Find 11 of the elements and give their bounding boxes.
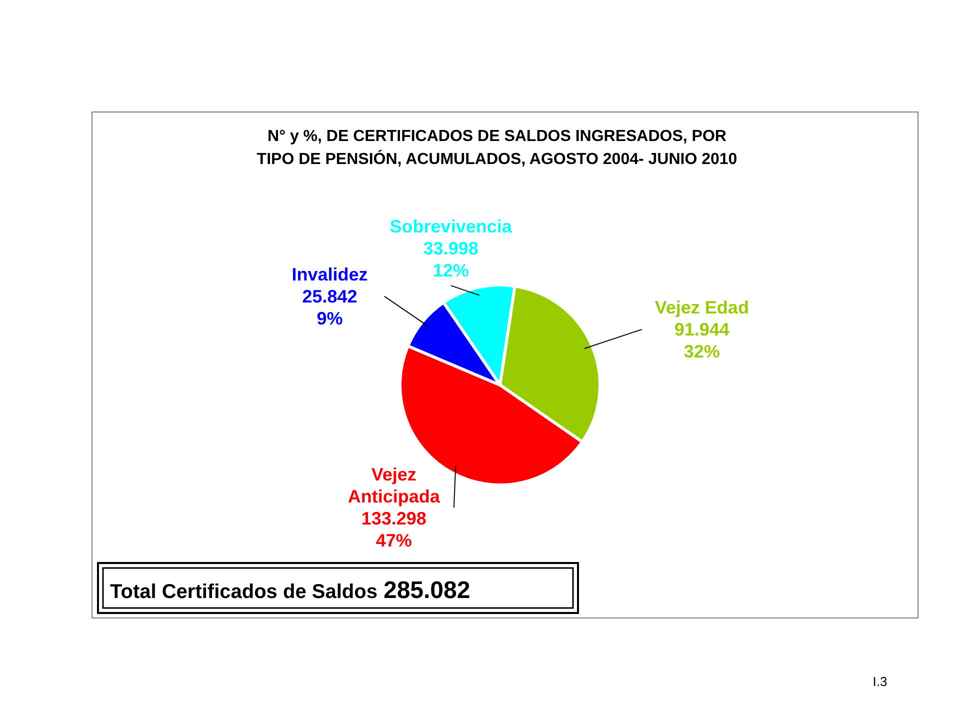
slice-label: Vejez Edad bbox=[654, 297, 749, 318]
data-label: 25.842 9% bbox=[302, 286, 358, 328]
slice-label: Vejez Anticipada bbox=[348, 464, 441, 507]
data-label: 133.298 47% bbox=[361, 508, 426, 551]
slice-label: Invalidez bbox=[292, 264, 368, 284]
slice-label: Sobrevivencia bbox=[390, 216, 513, 237]
data-label: 33.998 12% bbox=[423, 238, 478, 281]
data-label: 91.944 32% bbox=[674, 319, 730, 362]
chart-title: N° y %, DE CERTIFICADOS DE SALDOS INGRESADOS, POR TIPO DE PENSIÓN, ACUMULADOS, AGOSTO 2004- JUNIO 2010 bbox=[256, 128, 738, 168]
text: Total Certificados de Saldos 285.082 bbox=[110, 577, 470, 604]
text: I.3 bbox=[872, 674, 888, 689]
